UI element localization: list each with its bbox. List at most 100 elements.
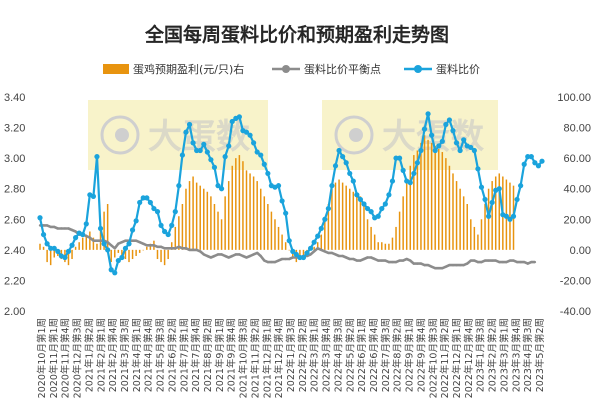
ratio-point — [521, 161, 527, 167]
ratio-point — [65, 248, 72, 254]
profit-bar — [195, 182, 198, 250]
ratio-point — [179, 152, 186, 158]
watermark-logo-dot — [115, 128, 129, 142]
breakeven-point — [85, 234, 88, 238]
profit-bar — [249, 173, 251, 250]
breakeven-point — [412, 262, 416, 265]
left-tick-label: 3.00 — [4, 153, 25, 165]
breakeven-point — [74, 230, 77, 233]
ratio-point — [286, 238, 292, 244]
breakeven-point — [120, 241, 124, 244]
profit-bar — [395, 226, 397, 250]
profit-bar — [491, 181, 493, 250]
ratio-point — [115, 257, 121, 264]
breakeven-point — [291, 256, 294, 259]
ratio-point — [172, 209, 178, 215]
breakeven-point — [280, 257, 284, 261]
ratio-point — [236, 114, 242, 120]
ratio-point — [507, 216, 513, 222]
x-tick-label: 2022年7月第3周 — [380, 318, 392, 392]
profit-bar — [455, 181, 458, 250]
profit-bar — [448, 165, 451, 250]
breakeven-point — [184, 247, 188, 250]
breakeven-point — [359, 259, 362, 262]
x-tick-label: 2021年12月第4周 — [273, 318, 285, 398]
watermark-layer: 大蛋数 大蛋数 — [88, 100, 498, 170]
x-tick-label: 2020年11月第4周 — [60, 318, 72, 398]
x-tick-label: 2021年10月第3周 — [238, 318, 250, 398]
x-tick-label: 2021年4月第1周 — [131, 318, 143, 392]
ratio-point — [364, 205, 371, 212]
breakeven-point — [426, 263, 430, 267]
x-tick-label: 2021年5月第3周 — [155, 318, 167, 392]
x-tick-label: 2022年4月第3周 — [332, 318, 344, 392]
profit-bar — [427, 139, 429, 250]
profit-bar — [413, 155, 415, 250]
ratio-point — [361, 201, 367, 207]
profit-bar — [341, 182, 344, 250]
profit-bar — [324, 219, 326, 250]
profit-bar — [498, 173, 501, 250]
profit-bar — [160, 249, 162, 263]
breakeven-point — [117, 242, 120, 245]
ratio-point — [222, 154, 228, 160]
x-tick-label: 2022年2月第2周 — [297, 318, 309, 392]
ratio-point — [300, 254, 307, 261]
profit-bar — [81, 237, 84, 250]
ratio-point — [518, 183, 524, 189]
profit-bar — [509, 182, 511, 250]
x-tick-label: 2021年12月第1周 — [261, 318, 273, 398]
x-tick-label: 2021年7月第4周 — [190, 318, 202, 392]
breakeven-point — [469, 259, 472, 262]
x-tick-label: 2021年9月第1周 — [214, 318, 226, 392]
breakeven-point — [238, 253, 241, 256]
ratio-point — [450, 128, 456, 134]
breakeven-point — [437, 267, 440, 270]
breakeven-point — [56, 227, 60, 230]
profit-bar — [274, 219, 276, 250]
profit-bar — [213, 204, 216, 250]
x-tick-label: 2022年9月第1周 — [404, 318, 416, 392]
x-tick-label: 2023年1月第3周 — [475, 318, 487, 392]
ratio-point — [165, 231, 171, 238]
profit-bar — [377, 242, 379, 250]
breakeven-point — [409, 259, 412, 262]
breakeven-point — [526, 262, 529, 265]
ratio-point — [108, 267, 114, 273]
breakeven-point — [199, 250, 202, 253]
profit-bar — [338, 179, 340, 250]
ratio-point — [229, 118, 235, 125]
left-tick-label: 2.00 — [4, 306, 25, 318]
profit-bar — [146, 246, 148, 250]
profit-bar — [106, 204, 109, 250]
ratio-point — [251, 140, 257, 146]
breakeven-point — [99, 239, 102, 242]
breakeven-point — [334, 253, 337, 256]
x-tick-label: 2022年3月第1周 — [309, 318, 321, 392]
ratio-point — [186, 121, 193, 128]
x-tick-label: 2021年4月第4周 — [143, 318, 155, 392]
ratio-point — [101, 241, 107, 247]
ratio-point — [429, 132, 435, 138]
breakeven-point — [248, 254, 252, 258]
x-tick-label: 2021年8月第2周 — [202, 318, 214, 392]
breakeven-point — [369, 256, 373, 259]
ratio-point — [357, 196, 364, 203]
left-tick-label: 2.20 — [4, 275, 25, 287]
left-axis: 2.00 2.20 2.40 2.60 2.80 3.00 3.20 3.40 — [4, 92, 25, 318]
ratio-point — [375, 213, 381, 219]
ratio-point — [293, 251, 299, 258]
profit-bar — [67, 249, 70, 266]
ratio-point — [510, 213, 517, 219]
ratio-point — [215, 183, 221, 189]
watermark-logo-icon — [334, 115, 374, 155]
breakeven-point — [352, 257, 355, 261]
breakeven-point — [341, 254, 344, 258]
ratio-point — [525, 154, 531, 160]
ratio-point — [304, 250, 310, 256]
breakeven-point — [380, 259, 383, 262]
profit-bar — [359, 196, 362, 250]
ratio-point — [418, 147, 424, 154]
breakeven-point — [441, 267, 444, 270]
breakeven-point — [45, 224, 49, 227]
